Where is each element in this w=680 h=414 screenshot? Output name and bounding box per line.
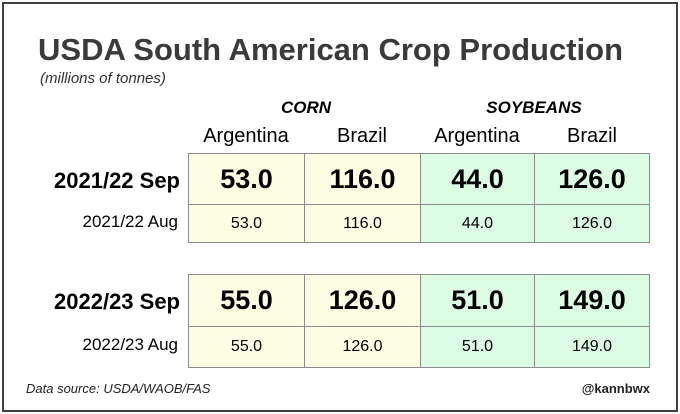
author-handle: @kannbwx (581, 381, 650, 396)
table-cell: 116.0 (304, 204, 421, 243)
column-header-soy-argentina: Argentina (434, 125, 520, 147)
column-header-soy-brazil: Brazil (566, 125, 617, 147)
row-label-2021-22-sep: 2021/22 Sep (54, 168, 180, 193)
row-label-2022-23-sep: 2022/23 Sep (54, 289, 180, 314)
table-cell: 51.0 (420, 326, 535, 368)
table-cell: 44.0 (420, 204, 535, 243)
row-label-2022-23-aug: 2022/23 Aug (82, 335, 178, 354)
chart-subtitle: (millions of tonnes) (40, 70, 166, 87)
column-header-corn-argentina: Argentina (203, 125, 289, 147)
table-cell: 126.0 (534, 204, 650, 243)
table-cell: 126.0 (304, 274, 421, 327)
group-header-corn: CORN (280, 98, 332, 117)
chart-title: USDA South American Crop Production (38, 32, 624, 67)
table-cell: 55.0 (188, 274, 305, 327)
table-cell: 55.0 (188, 326, 305, 368)
group-header-soybeans: SOYBEANS (486, 98, 582, 117)
table-cell: 149.0 (534, 274, 650, 327)
table-cell: 116.0 (304, 153, 421, 205)
table-cell: 44.0 (420, 153, 535, 205)
data-source-note: Data source: USDA/WAOB/FAS (26, 381, 211, 396)
column-header-corn-brazil: Brazil (336, 125, 387, 147)
table-cell: 126.0 (304, 326, 421, 368)
table-cell: 126.0 (534, 153, 650, 205)
table-cell: 53.0 (188, 204, 305, 243)
row-label-2021-22-aug: 2021/22 Aug (82, 212, 178, 231)
table-cell: 51.0 (420, 274, 535, 327)
table-cell: 53.0 (188, 153, 305, 205)
table-cell: 149.0 (534, 326, 650, 368)
